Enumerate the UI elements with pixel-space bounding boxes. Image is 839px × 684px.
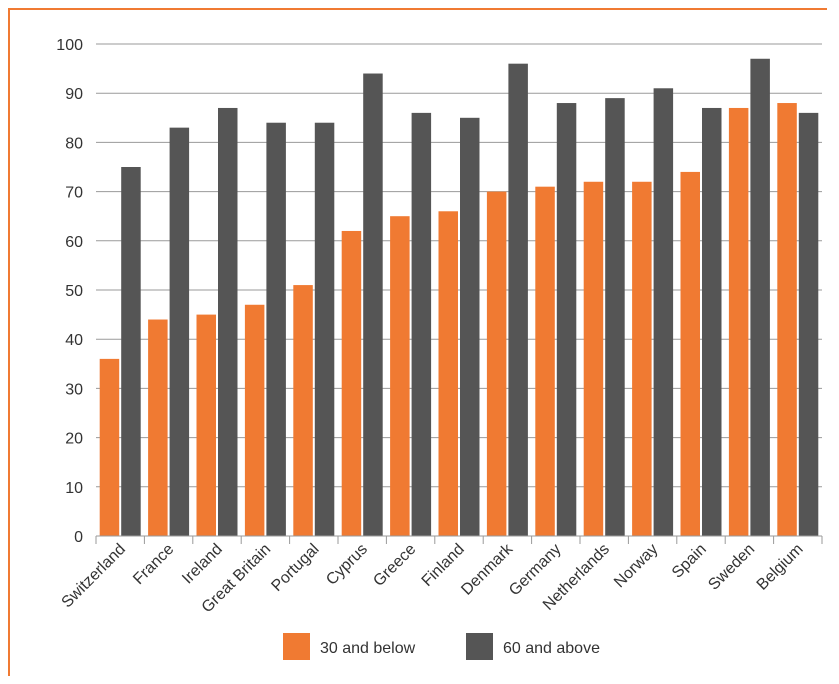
bar-series-2 [798, 112, 819, 536]
bar-series-1 [728, 107, 749, 537]
x-axis [95, 535, 823, 544]
bar-series-1 [632, 181, 652, 536]
bar-series-1 [293, 285, 313, 536]
gridlines [96, 43, 822, 488]
bar-series-1 [583, 181, 604, 536]
legend: 30 and below 60 and above [283, 633, 600, 660]
x-category-label: Sweden [705, 541, 758, 594]
bar-series-1 [196, 314, 216, 536]
bar-series-2 [556, 103, 577, 536]
y-tick-label: 80 [65, 135, 83, 152]
bar-series-1 [535, 186, 555, 536]
legend-label: 30 and below [320, 640, 416, 657]
bar-series-1 [99, 358, 120, 536]
y-tick-label: 20 [65, 431, 83, 448]
bar-series-2 [121, 167, 141, 536]
y-tick-label: 30 [65, 381, 83, 398]
x-category-label: France [130, 541, 177, 588]
bar-series-1 [438, 211, 458, 536]
bar-series-2 [266, 122, 286, 536]
x-category-label: Norway [611, 541, 661, 591]
bar-series-2 [605, 98, 625, 537]
y-axis-ticks: 0 10 20 30 40 50 60 70 80 90 100 [56, 37, 83, 546]
y-tick-label: 60 [65, 234, 83, 251]
y-tick-label: 70 [65, 185, 83, 202]
bar-series-2 [508, 63, 528, 537]
x-category-label: Cyprus [323, 541, 371, 589]
legend-swatch [466, 633, 493, 660]
y-tick-label: 90 [65, 86, 83, 103]
bar-series-2 [750, 58, 770, 536]
bars [99, 58, 819, 537]
y-tick-label: 100 [56, 37, 83, 54]
bar-series-2 [702, 107, 722, 537]
legend-label: 60 and above [503, 640, 600, 657]
bar-series-1 [244, 304, 265, 536]
bar-series-1 [341, 230, 362, 536]
x-category-label: Finland [419, 541, 468, 590]
x-category-label: Ireland [179, 541, 226, 588]
y-tick-label: 0 [74, 529, 83, 546]
y-tick-label: 10 [65, 480, 83, 497]
bar-series-1 [390, 216, 410, 536]
bar-series-1 [680, 171, 700, 537]
bar-series-1 [777, 103, 797, 536]
y-tick-label: 40 [65, 332, 83, 349]
bar-series-1 [148, 319, 168, 536]
legend-swatch [283, 633, 310, 660]
bar-series-2 [653, 88, 674, 536]
x-category-label: Spain [669, 541, 710, 582]
x-category-label: Switzerland [59, 541, 130, 612]
bar-series-1 [486, 191, 507, 536]
x-category-label: Greece [370, 541, 419, 590]
bar-series-2 [363, 73, 383, 537]
chart-frame [8, 8, 827, 676]
y-tick-label: 50 [65, 283, 83, 300]
x-category-label: Portugal [268, 541, 322, 595]
bar-series-2 [460, 117, 480, 537]
bar-series-2 [169, 127, 190, 536]
bar-series-2 [218, 107, 238, 537]
x-category-label: Belgium [754, 541, 807, 594]
bar-series-2 [314, 122, 335, 536]
bar-series-2 [411, 112, 432, 536]
